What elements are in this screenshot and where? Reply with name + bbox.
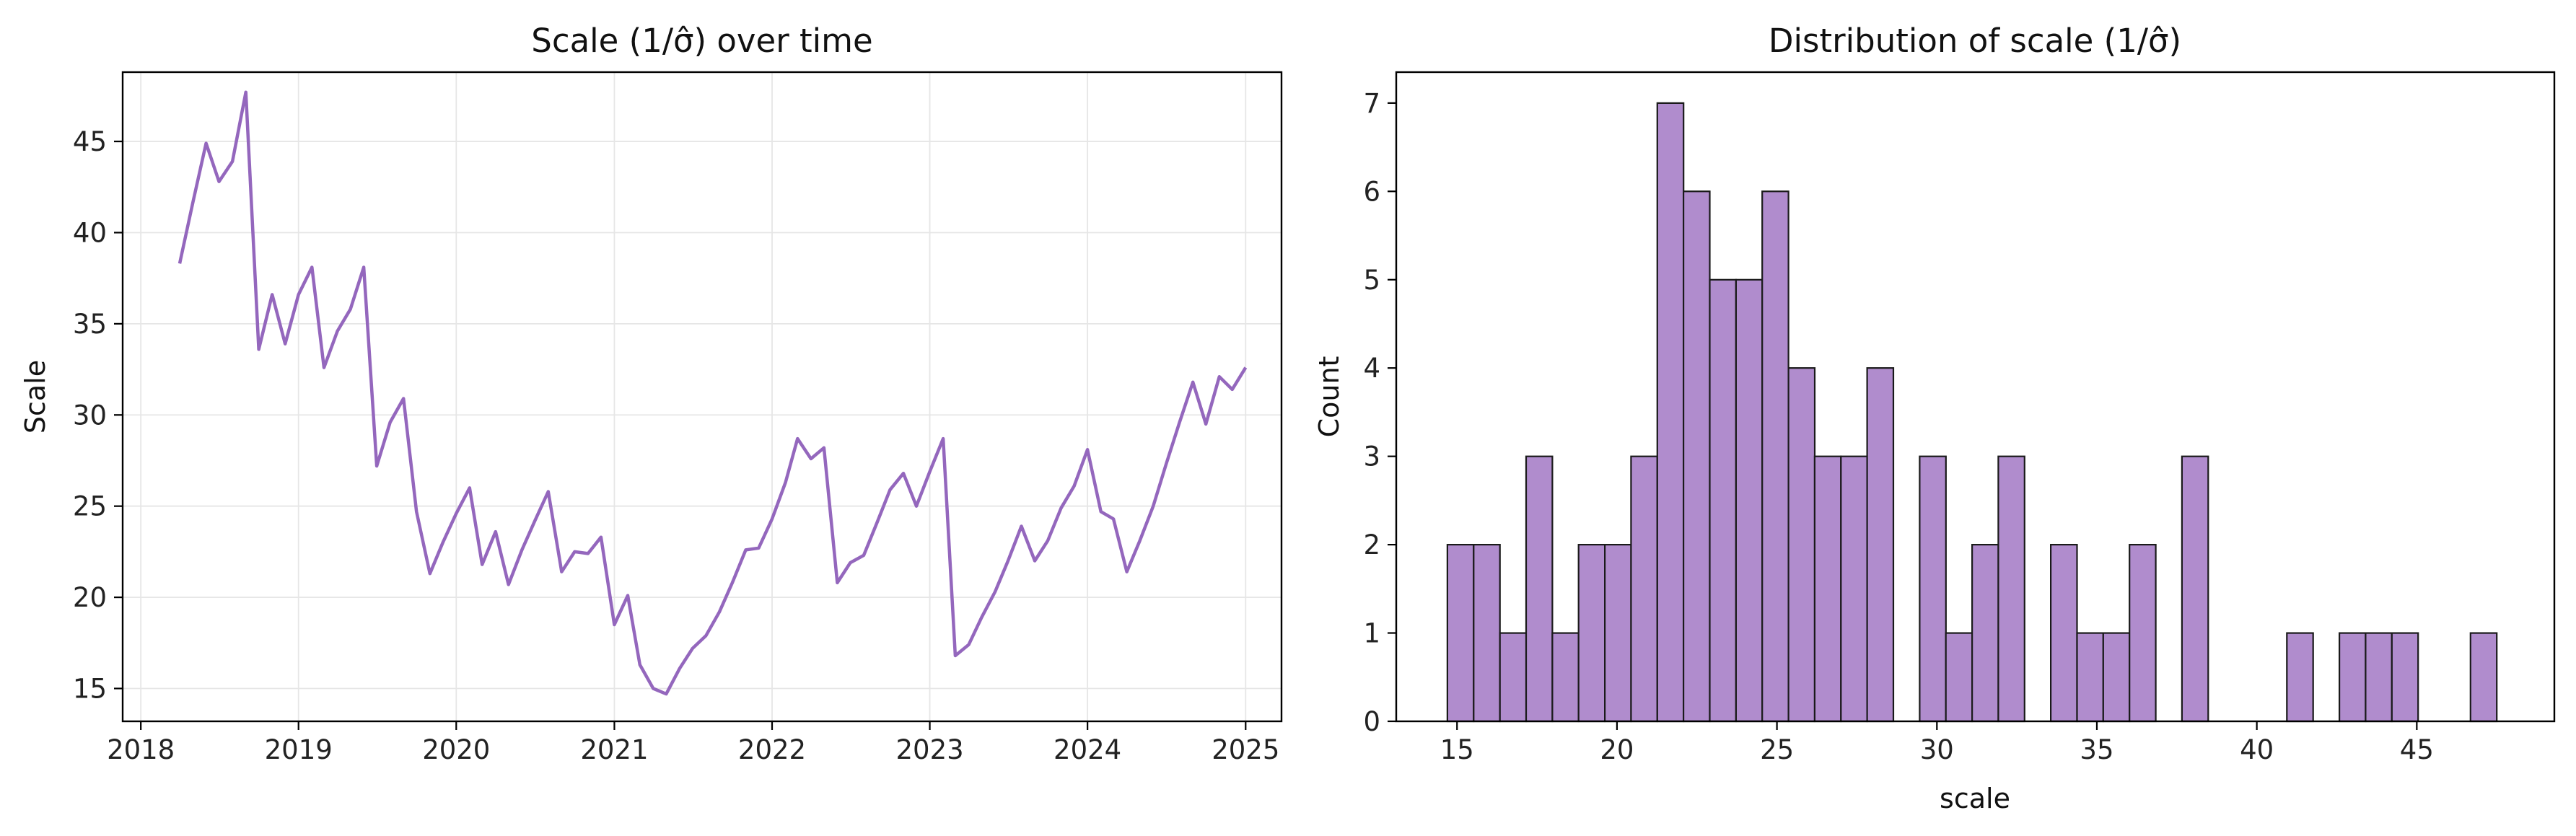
- histogram-bar: [2129, 543, 2157, 723]
- histogram-bars: [1446, 102, 2498, 723]
- y-tick-label: 25: [73, 491, 107, 522]
- x-tick-label: 2020: [422, 734, 490, 765]
- histogram-x-axis: 15 20 25 30 35 40 45: [1440, 721, 2434, 765]
- histogram-bar: [1551, 632, 1580, 723]
- histogram-bar: [1997, 455, 2025, 723]
- y-tick-label: 2: [1363, 529, 1380, 560]
- histogram-bar: [2469, 632, 2498, 723]
- histogram-bar: [1787, 367, 1816, 723]
- histogram-bar: [1499, 632, 1528, 723]
- histogram-title: Distribution of scale (1/σ̂): [1769, 22, 2181, 60]
- line-chart-title: Scale (1/σ̂) over time: [531, 22, 872, 60]
- line-chart-y-axis: 15 20 25 30 35 40 45: [73, 126, 123, 704]
- y-tick-label: 30: [73, 400, 107, 431]
- y-tick-label: 45: [73, 126, 107, 157]
- histogram-bar: [1577, 543, 1606, 723]
- x-tick-label: 2021: [580, 734, 648, 765]
- y-tick-label: 15: [73, 673, 107, 704]
- histogram-bar: [1473, 543, 1501, 723]
- histogram-bar: [1656, 102, 1685, 723]
- histogram-bar: [1971, 543, 1999, 723]
- histogram-bar: [2391, 632, 2419, 723]
- histogram-bar: [2339, 632, 2367, 723]
- histogram-bar: [1446, 543, 1475, 723]
- y-tick-label: 3: [1363, 441, 1380, 472]
- x-tick-label: 15: [1440, 734, 1474, 765]
- histogram-y-axis-label: Count: [1313, 356, 1345, 438]
- y-tick-label: 40: [73, 217, 107, 248]
- histogram-plot-frame: [1395, 71, 2556, 723]
- histogram-bar: [1525, 455, 1554, 723]
- y-tick-label: 1: [1363, 618, 1380, 649]
- histogram-bar: [2181, 455, 2209, 723]
- x-tick-label: 2018: [107, 734, 175, 765]
- x-tick-label: 20: [1600, 734, 1634, 765]
- histogram-bar: [2102, 632, 2131, 723]
- x-tick-label: 25: [1760, 734, 1794, 765]
- x-tick-label: 2019: [265, 734, 333, 765]
- x-tick-label: 40: [2240, 734, 2274, 765]
- histogram-bar: [1630, 455, 1658, 723]
- y-tick-label: 6: [1363, 176, 1380, 207]
- y-tick-label: 0: [1363, 706, 1380, 737]
- y-tick-label: 35: [73, 309, 107, 340]
- y-tick-label: 7: [1363, 88, 1380, 119]
- histogram-bar: [1761, 190, 1789, 723]
- x-tick-label: 2025: [1212, 734, 1279, 765]
- y-tick-label: 20: [73, 582, 107, 613]
- histogram-bar: [1604, 543, 1632, 723]
- histogram-bar: [1813, 455, 1842, 723]
- histogram-y-axis: 0 1 2 3 4 5 6 7: [1363, 88, 1396, 737]
- histogram-bar: [1919, 455, 1947, 723]
- x-tick-label: 30: [1920, 734, 1954, 765]
- line-chart-grid: [123, 72, 1282, 721]
- histogram-bar: [1866, 367, 1895, 723]
- line-chart-y-axis-label: Scale: [19, 360, 51, 434]
- histogram-bar: [2076, 632, 2105, 723]
- histogram-bar: [2365, 632, 2393, 723]
- histogram-bar: [1709, 278, 1738, 723]
- line-chart-plot-frame: [121, 71, 1283, 723]
- x-tick-label: 2022: [738, 734, 806, 765]
- line-chart-x-axis: 2018 2019 2020 2021 2022 2023 2024 2025: [107, 721, 1279, 765]
- x-tick-label: 35: [2080, 734, 2113, 765]
- histogram-bar: [1945, 632, 1973, 723]
- y-tick-label: 4: [1363, 353, 1380, 384]
- histogram-bar: [1683, 190, 1711, 723]
- x-tick-label: 2023: [895, 734, 963, 765]
- histogram-bar: [2050, 543, 2078, 723]
- x-tick-label: 45: [2400, 734, 2434, 765]
- histogram-bar: [1735, 278, 1764, 723]
- histogram-bar: [2286, 632, 2314, 723]
- histogram-x-axis-label: scale: [1940, 783, 2010, 814]
- scale-series-line: [178, 90, 1248, 696]
- x-tick-label: 2024: [1053, 734, 1121, 765]
- line-chart: 2018 2019 2020 2021 2022 2023 2024 2025 1520253…: [19, 22, 1283, 765]
- histogram-bar: [1840, 455, 1868, 723]
- y-tick-label: 5: [1363, 265, 1380, 296]
